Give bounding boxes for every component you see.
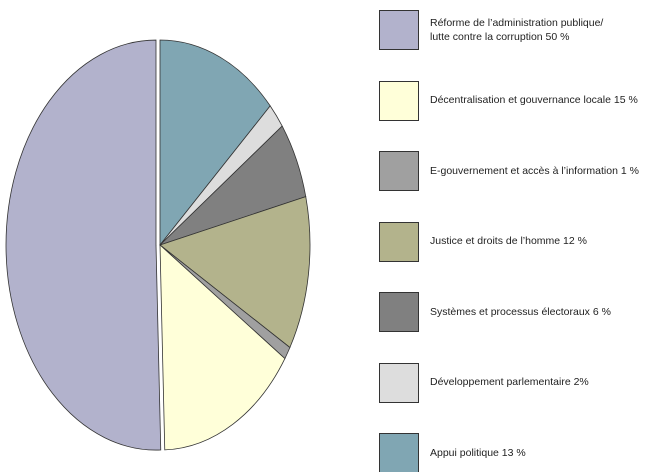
legend-swatch: [379, 80, 419, 121]
legend-swatch: [379, 292, 419, 332]
legend-swatch: [379, 151, 419, 191]
legend-label: E-gouvernement et accès à l’information …: [430, 164, 639, 177]
legend-item: Décentralisation et gouvernance locale 1…: [379, 80, 669, 121]
legend-label: Décentralisation et gouvernance locale 1…: [430, 94, 638, 107]
legend-swatch: [379, 10, 419, 50]
legend-label: Réforme de l’administration publique/ lu…: [430, 16, 604, 43]
legend-swatch: [379, 362, 419, 403]
legend-item: Systèmes et processus électoraux 6 %: [379, 292, 669, 332]
pie-slice: [5, 39, 162, 451]
legend-label: Justice et droits de l’homme 12 %: [430, 235, 587, 248]
legend-item: E-gouvernement et accès à l’information …: [379, 151, 669, 191]
legend-item: Développement parlementaire 2%: [379, 362, 669, 403]
pie-slice: [159, 39, 271, 247]
pie-slice: [159, 196, 311, 349]
legend-label: Appui politique 13 %: [430, 446, 526, 459]
legend-swatch: [379, 221, 419, 262]
legend-swatch: [379, 433, 419, 472]
legend-item: Réforme de l’administration publique/ lu…: [379, 10, 669, 50]
pie-slice: [159, 244, 286, 451]
legend-item: Justice et droits de l’homme 12 %: [379, 221, 669, 262]
legend-label: Développement parlementaire 2%: [430, 376, 589, 389]
legend-item: Appui politique 13 %: [379, 433, 669, 472]
legend-label: Systèmes et processus électoraux 6 %: [430, 305, 611, 318]
